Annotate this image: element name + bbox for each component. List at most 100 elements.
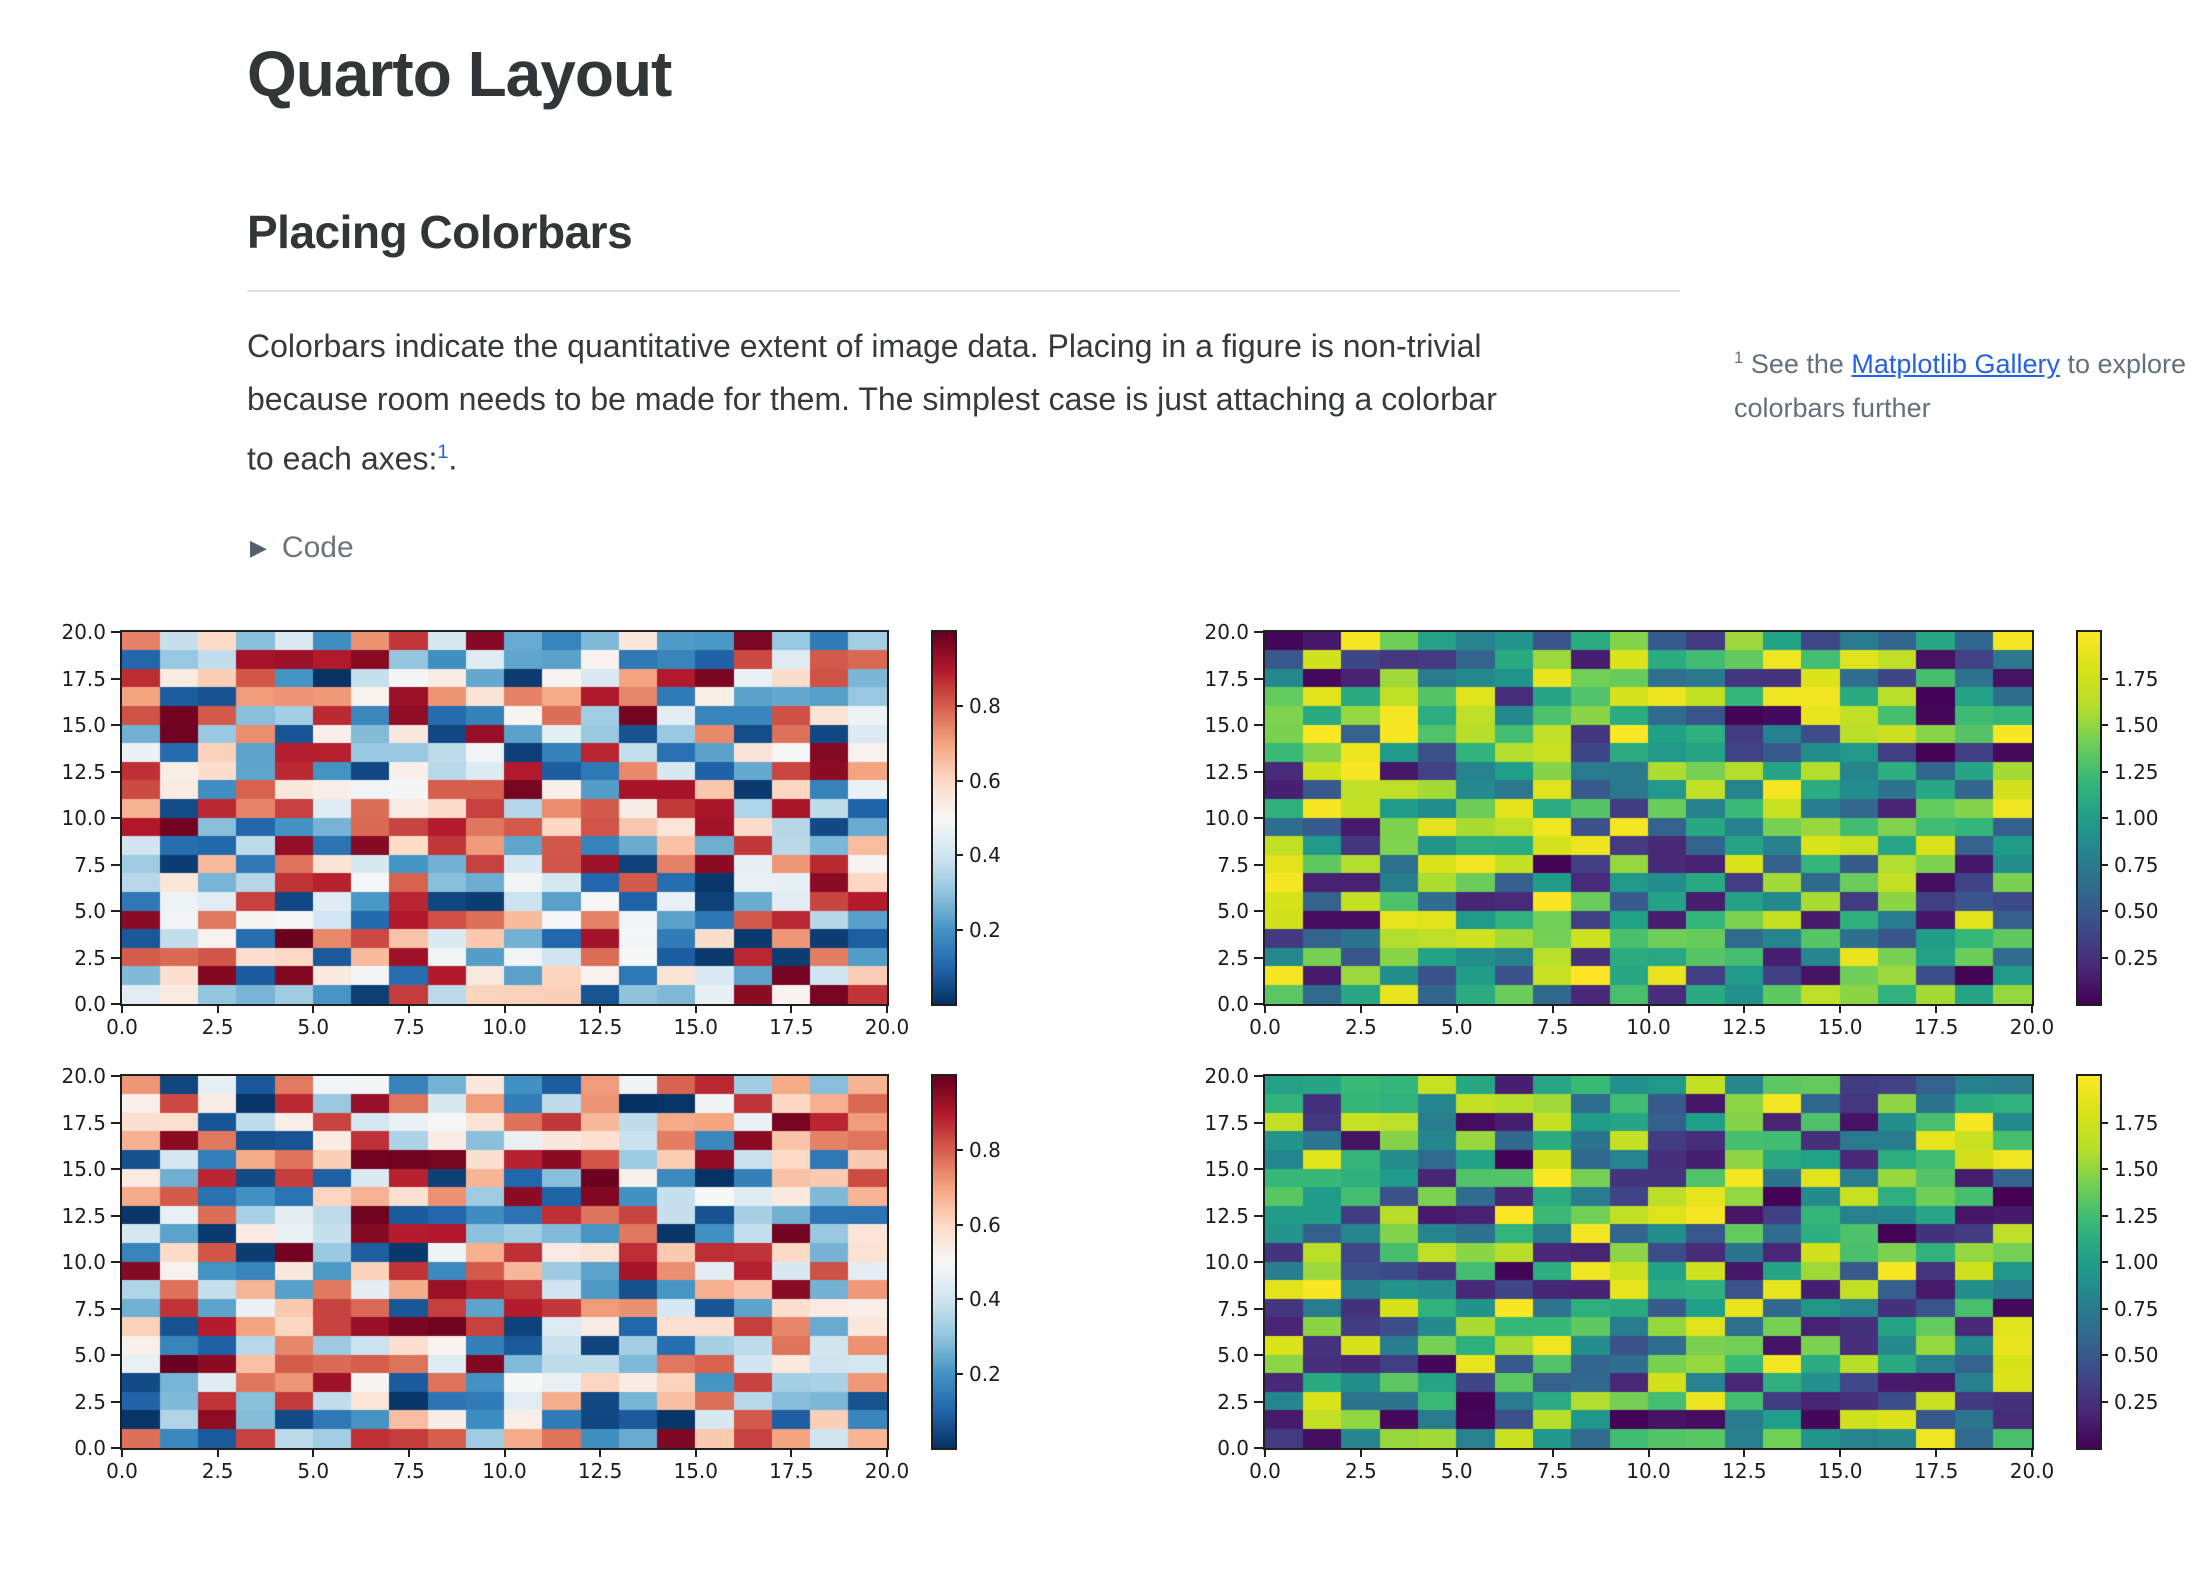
y-tick-label: 12.5 (61, 1203, 106, 1228)
colorbar-tick-label: 0.2 (969, 917, 1001, 942)
colorbar-tick-mark (955, 1223, 963, 1226)
y-tick-mark (1254, 770, 1263, 773)
y-tick-mark (1254, 1447, 1263, 1449)
colorbar-tick-mark (955, 928, 963, 931)
colorbar-tick-mark (955, 854, 963, 857)
footnote-text-before-link: See the (1743, 349, 1852, 379)
x-tick-label: 0.0 (1249, 1459, 1281, 1483)
x-tick-label: 10.0 (482, 1015, 527, 1039)
margin-footnote: 1 See the Matplotlib Gallery to explore … (1734, 336, 2204, 430)
y-tick-label: 5.0 (1217, 899, 1249, 923)
colorbar-tick-label: 1.00 (2114, 1250, 2159, 1274)
section-divider (247, 290, 1680, 292)
y-tick-mark (1254, 1214, 1263, 1217)
y-tick-label: 17.5 (1204, 1110, 1249, 1135)
colorbar-tick-mark (2100, 1400, 2108, 1403)
colorbar-tick-mark (2100, 863, 2108, 866)
colorbar-tick-mark (2100, 1168, 2108, 1170)
x-tick-label: 7.5 (392, 1015, 425, 1039)
matplotlib-gallery-link[interactable]: Matplotlib Gallery (1851, 349, 2060, 379)
x-tick-mark (1551, 1448, 1554, 1457)
colorbar-rdbu-top: 0.2 0.4 0.6 0.8 (931, 630, 1001, 1006)
x-tick-label: 0.0 (106, 1015, 138, 1039)
x-tick-label: 20.0 (864, 1015, 910, 1039)
y-tick-label: 7.5 (74, 852, 106, 877)
y-tick-label: 5.0 (74, 899, 106, 923)
y-tick-label: 7.5 (1217, 1296, 1249, 1321)
y-tick-label: 15.0 (1204, 713, 1249, 737)
x-tick-label: 5.0 (297, 1015, 330, 1039)
y-tick-mark (111, 631, 120, 633)
x-tick-label: 15.0 (1817, 1459, 1863, 1483)
x-tick-label: 0.0 (1249, 1015, 1281, 1039)
x-tick-label: 15.0 (1817, 1015, 1863, 1039)
x-tick-label: 10.0 (482, 1459, 527, 1483)
y-tick-mark (1254, 631, 1263, 633)
x-tick-label: 17.5 (1913, 1459, 1959, 1483)
colorbar-tick-label: 1.00 (2114, 806, 2159, 830)
x-tick-mark (1359, 1448, 1362, 1457)
x-tick-mark (790, 1004, 793, 1013)
colorbar-tick-label: 1.50 (2114, 713, 2159, 737)
colorbar-tick-label: 0.50 (2114, 899, 2159, 923)
x-tick-label: 17.5 (769, 1459, 814, 1483)
y-tick-mark (111, 1354, 120, 1356)
colorbar-tick-mark (2100, 724, 2108, 726)
colorbar-tick-mark (2100, 1214, 2108, 1217)
x-tick-label: 2.5 (1344, 1015, 1377, 1039)
x-tick-label: 12.5 (577, 1459, 623, 1483)
colorbar-tick-label: 0.25 (2114, 945, 2159, 970)
y-tick-mark (1254, 677, 1263, 680)
colorbar-tick-label: 0.4 (969, 1287, 1001, 1312)
y-tick-label: 5.0 (1217, 1343, 1249, 1367)
x-tick-label: 10.0 (1626, 1459, 1671, 1483)
colorbar-viridis-bottom: 0.25 0.50 0.75 1.00 1.25 1.50 1.75 (2076, 1074, 2159, 1450)
x-tick-mark (1264, 1448, 1266, 1457)
footnote-text-after-link: to explore colorbars further (1734, 349, 2187, 423)
y-tick-label: 20.0 (1204, 1064, 1249, 1088)
y-tick-mark (1254, 724, 1263, 726)
heatmap-canvas (122, 1076, 887, 1448)
colorbar-tick-label: 0.8 (969, 694, 1001, 719)
y-tick-mark (111, 1121, 120, 1124)
y-tick-label: 20.0 (61, 1064, 106, 1088)
section-heading: Placing Colorbars (247, 206, 633, 258)
x-tick-label: 12.5 (1722, 1459, 1767, 1483)
footnote-reference-link[interactable]: 1 (437, 441, 449, 463)
y-tick-mark (1254, 1354, 1263, 1356)
colorbar-tick-mark (2100, 677, 2108, 680)
y-tick-mark (1254, 1121, 1263, 1124)
colorbar-viridis-top: 0.25 0.50 0.75 1.00 1.25 1.50 1.75 (2076, 630, 2159, 1006)
y-tick-label: 12.5 (1204, 1203, 1249, 1228)
colorbar-tick-label: 1.25 (2114, 759, 2159, 784)
paragraph-line-1: Colorbars indicate the quantitative exte… (247, 328, 1482, 364)
page-title: Quarto Layout (247, 38, 672, 110)
x-tick-label: 12.5 (577, 1015, 623, 1039)
x-tick-mark (599, 1448, 602, 1457)
y-tick-label: 12.5 (61, 759, 106, 784)
heatmap-canvas (1265, 632, 2032, 1004)
x-tick-label: 12.5 (1722, 1015, 1767, 1039)
x-tick-mark (599, 1004, 602, 1013)
colorbar-tick-label: 0.75 (2114, 1296, 2159, 1321)
x-tick-mark (1455, 1004, 1458, 1013)
y-tick-mark (1254, 817, 1263, 819)
y-tick-label: 0.0 (74, 992, 106, 1016)
x-tick-mark (121, 1004, 123, 1013)
code-fold-toggle[interactable]: ▶ Code (250, 531, 354, 565)
y-tick-label: 20.0 (61, 620, 106, 644)
code-toggle-label: Code (281, 531, 354, 564)
x-tick-label: 5.0 (1440, 1015, 1473, 1039)
x-tick-mark (1455, 1448, 1458, 1457)
y-tick-mark (111, 956, 120, 959)
footnote-marker: 1 (1734, 348, 1744, 367)
colorbar-tick-mark (2100, 1354, 2108, 1356)
y-tick-label: 7.5 (74, 1296, 106, 1321)
x-tick-label: 7.5 (392, 1459, 425, 1483)
colorbar-tick-label: 0.6 (969, 1212, 1001, 1237)
colorbar-tick-mark (955, 779, 963, 782)
y-tick-label: 2.5 (1217, 945, 1249, 970)
x-tick-mark (886, 1448, 888, 1457)
y-tick-label: 17.5 (61, 1110, 106, 1135)
